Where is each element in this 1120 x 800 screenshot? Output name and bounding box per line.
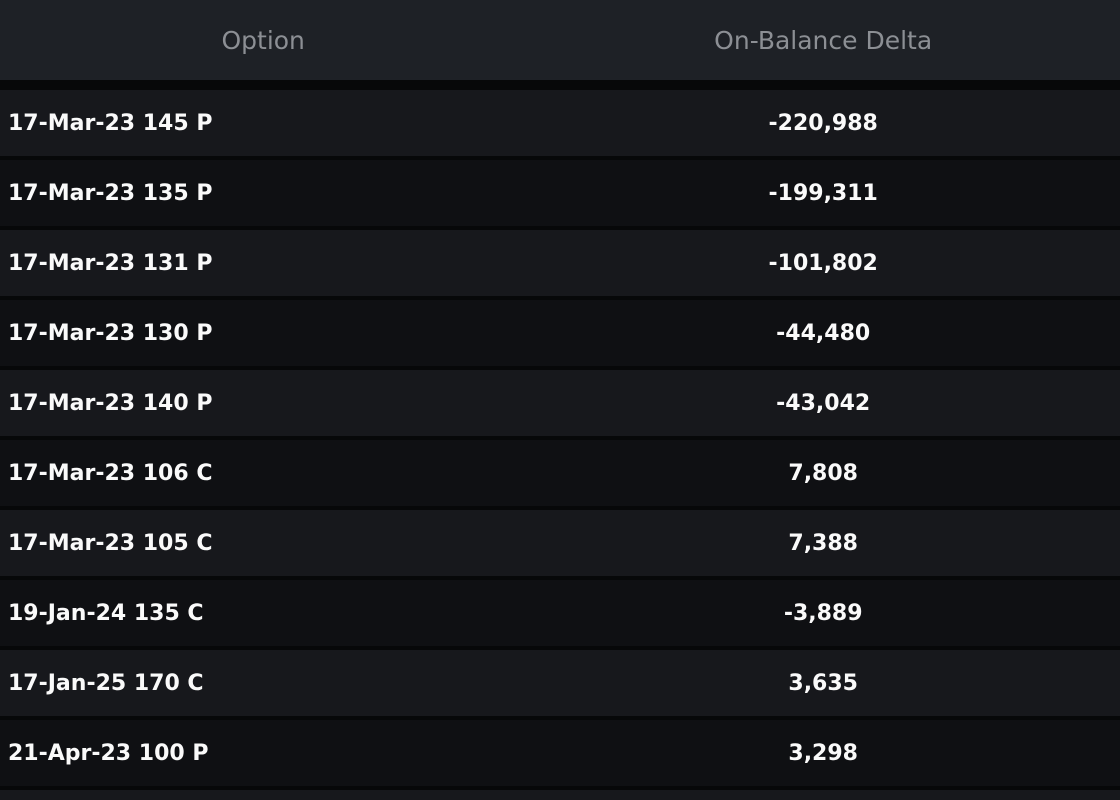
delta-cell: 3,635 [788, 670, 858, 696]
column-header-option[interactable]: Option [221, 25, 305, 55]
option-cell: 17-Mar-23 140 P [8, 390, 213, 416]
delta-cell: 3,298 [788, 740, 858, 766]
delta-cell: -101,802 [768, 250, 878, 276]
table-row: 17-Jan-25 170 C 3,635 [0, 650, 1120, 716]
table-row: 17-Mar-23 135 P -199,311 [0, 160, 1120, 226]
table-row: 21-Apr-23 100 P 3,298 [0, 720, 1120, 786]
table-row: 17-Mar-23 145 P -220,988 [0, 90, 1120, 156]
option-cell: 17-Mar-23 105 C [8, 530, 213, 556]
option-cell: 17-Jan-25 170 C [8, 670, 204, 696]
table-row-partial [0, 790, 1120, 800]
option-cell: 17-Mar-23 135 P [8, 180, 213, 206]
table-row: 17-Mar-23 131 P -101,802 [0, 230, 1120, 296]
option-cell: 21-Apr-23 100 P [8, 740, 209, 766]
option-cell: 17-Mar-23 106 C [8, 460, 213, 486]
option-cell: 19-Jan-24 135 C [8, 600, 204, 626]
table-row: 17-Mar-23 106 C 7,808 [0, 440, 1120, 506]
table-row: 17-Mar-23 105 C 7,388 [0, 510, 1120, 576]
table-row: 17-Mar-23 140 P -43,042 [0, 370, 1120, 436]
column-header-on-balance-delta[interactable]: On-Balance Delta [714, 25, 933, 55]
delta-cell: -44,480 [776, 320, 871, 346]
delta-cell: 7,808 [788, 460, 858, 486]
option-cell: 17-Mar-23 130 P [8, 320, 213, 346]
table-body: 17-Mar-23 145 P -220,988 17-Mar-23 135 P… [0, 90, 1120, 786]
table-row: 17-Mar-23 130 P -44,480 [0, 300, 1120, 366]
option-cell: 17-Mar-23 145 P [8, 110, 213, 136]
table-row: 19-Jan-24 135 C -3,889 [0, 580, 1120, 646]
delta-cell: -199,311 [768, 180, 878, 206]
delta-cell: -220,988 [768, 110, 878, 136]
option-cell: 17-Mar-23 131 P [8, 250, 213, 276]
delta-cell: -43,042 [776, 390, 871, 416]
table-header: Option On-Balance Delta [0, 0, 1120, 80]
delta-cell: 7,388 [788, 530, 858, 556]
delta-cell: -3,889 [783, 600, 863, 626]
